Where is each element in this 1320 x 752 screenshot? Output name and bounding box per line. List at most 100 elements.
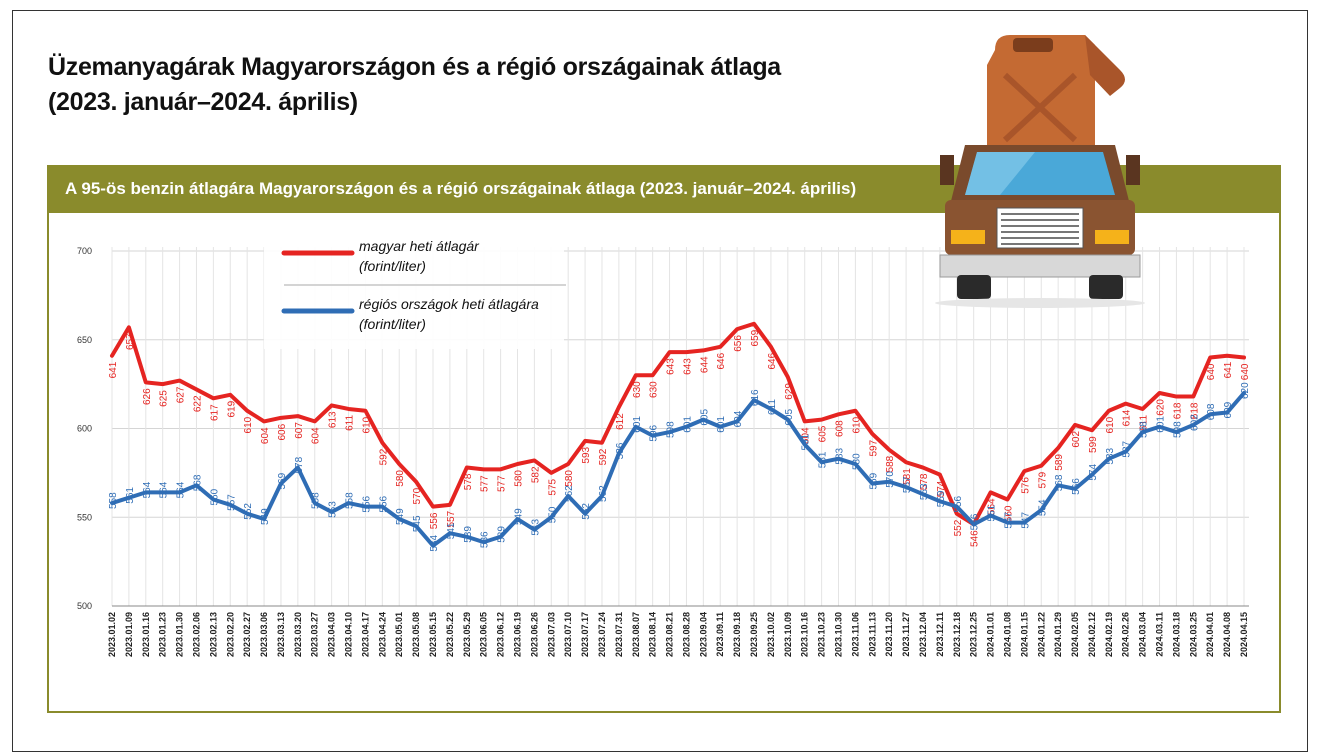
data-label-hungary: 580 [564, 470, 575, 487]
data-label-region: 574 [1088, 464, 1099, 481]
x-tick-label: 2023.12.04 [918, 612, 928, 657]
x-tick-label: 2023.11.20 [884, 612, 894, 657]
data-label-region: 568 [1054, 474, 1065, 491]
data-label-region: 560 [209, 488, 220, 505]
x-tick-label: 2023.01.16 [141, 612, 151, 657]
data-label-region: 547 [1003, 511, 1014, 528]
data-label-region: 570 [885, 471, 896, 488]
data-label-region: 583 [1105, 448, 1116, 465]
data-label-hungary: 597 [868, 439, 879, 456]
data-label-region: 550 [547, 506, 558, 523]
x-tick-label: 2023.12.11 [935, 612, 945, 657]
x-tick-label: 2024.04.01 [1205, 612, 1215, 657]
x-tick-label: 2023.03.20 [293, 612, 303, 657]
x-tick-label: 2024.01.15 [1019, 612, 1029, 657]
data-label-region: 539 [497, 526, 508, 543]
data-label-hungary: 630 [632, 381, 643, 398]
banner-title: A 95-ös benzin átlagára Magyarországon é… [65, 179, 857, 198]
data-label-hungary: 640 [1240, 363, 1251, 380]
data-label-hungary: 643 [666, 358, 677, 375]
data-label-region: 534 [429, 535, 440, 552]
x-tick-label: 2023.05.08 [411, 612, 421, 657]
x-tick-label: 2023.09.25 [749, 612, 759, 657]
data-label-hungary: 574 [936, 480, 947, 497]
x-tick-label: 2024.01.01 [986, 612, 996, 657]
data-label-region: 552 [581, 503, 592, 520]
legend-label: magyar heti átlagár [359, 238, 480, 254]
x-tick-label: 2023.01.30 [175, 612, 185, 657]
data-label-region: 554 [1037, 499, 1048, 516]
x-tick-label: 2023.01.23 [158, 612, 168, 657]
x-tick-label: 2024.01.22 [1036, 612, 1046, 657]
data-label-region: 567 [902, 476, 913, 493]
data-label-region: 546 [970, 513, 981, 530]
data-label-region: 549 [260, 508, 271, 525]
y-tick-label: 500 [77, 601, 92, 611]
data-label-hungary: 618 [1172, 402, 1183, 419]
x-tick-label: 2023.02.27 [242, 612, 252, 657]
x-tick-label: 2023.04.24 [377, 612, 387, 657]
x-tick-label: 2023.06.26 [529, 612, 539, 657]
title-line-2: (2023. január–2024. április) [48, 88, 358, 116]
title-line-1: Üzemanyagárak Magyarországon és a régió … [48, 53, 781, 81]
data-label-region: 547 [1020, 511, 1031, 528]
data-label-region: 552 [243, 503, 254, 520]
line-chart: 500 550 600 650 700 2023.01.02 2023.01.09 2023.… [77, 231, 1251, 657]
data-label-region: 609 [1223, 401, 1234, 418]
data-label-hungary: 581 [902, 468, 913, 485]
x-tick-label: 2023.10.02 [766, 612, 776, 657]
data-label-region: 587 [1122, 440, 1133, 457]
x-tick-label: 2024.03.04 [1138, 612, 1148, 657]
data-label-hungary: 604 [311, 427, 322, 444]
data-label-hungary: 582 [530, 466, 541, 483]
data-label-hungary: 610 [361, 416, 372, 433]
data-label-region: 601 [1156, 416, 1167, 433]
data-label-region: 556 [361, 495, 372, 512]
data-label-hungary: 605 [818, 425, 829, 442]
data-label-hungary: 612 [615, 413, 626, 430]
data-label-hungary: 589 [1054, 454, 1065, 471]
data-label-hungary: 610 [851, 416, 862, 433]
data-label-hungary: 629 [784, 383, 795, 400]
data-label-region: 578 [294, 456, 305, 473]
data-label-hungary: 592 [378, 448, 389, 465]
x-tick-label: 2023.09.18 [732, 612, 742, 657]
data-label-region: 581 [818, 451, 829, 468]
truck-with-fuel-canister-icon [935, 35, 1145, 308]
data-label-region: 564 [159, 481, 170, 498]
data-label-region: 596 [649, 424, 660, 441]
x-tick-label: 2024.01.08 [1002, 612, 1012, 657]
data-label-hungary: 575 [547, 478, 558, 495]
data-label-hungary: 659 [750, 329, 761, 346]
data-label-region: 549 [513, 508, 524, 525]
data-label-region: 604 [733, 410, 744, 427]
data-label-hungary: 617 [209, 404, 220, 421]
x-tick-label: 2024.03.25 [1188, 612, 1198, 657]
data-label-hungary: 604 [260, 427, 271, 444]
data-label-hungary: 646 [716, 352, 727, 369]
x-tick-label: 2023.12.18 [952, 612, 962, 657]
data-label-hungary: 620 [1156, 399, 1167, 416]
x-tick-label: 2023.07.03 [546, 612, 556, 657]
x-tick-label: 2023.01.02 [107, 612, 117, 657]
data-label-hungary: 618 [1189, 402, 1200, 419]
x-tick-label: 2024.01.29 [1053, 612, 1063, 657]
x-tick-label: 2023.07.17 [580, 612, 590, 657]
data-label-hungary: 646 [767, 352, 778, 369]
data-label-region: 601 [716, 416, 727, 433]
legend-unit: (forint/liter) [359, 316, 426, 332]
data-label-hungary: 552 [953, 519, 964, 536]
data-label-hungary: 611 [345, 415, 356, 431]
series-line-region [110, 391, 1246, 548]
x-tick-label: 2023.03.27 [310, 612, 320, 657]
data-label-hungary: 578 [463, 473, 474, 490]
data-label-region: 611 [767, 399, 778, 415]
legend-label: régiós országok heti átlagára [359, 296, 539, 312]
legend-unit: (forint/liter) [359, 258, 426, 274]
data-label-region: 549 [395, 508, 406, 525]
data-label-region: 602 [1189, 414, 1200, 431]
data-label-region: 598 [1139, 421, 1150, 438]
data-label-hungary: 656 [733, 335, 744, 352]
y-tick-label: 650 [77, 335, 92, 345]
data-label-hungary: 625 [159, 390, 170, 407]
